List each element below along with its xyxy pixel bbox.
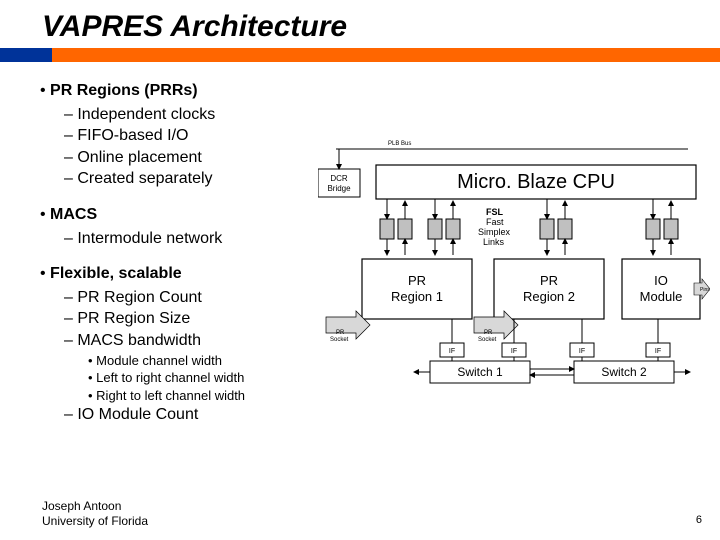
prs1-l1: PR	[336, 330, 345, 336]
bullet-item: Module channel width	[88, 352, 320, 370]
if-boxes: IF IF IF IF	[440, 343, 670, 357]
page-number: 6	[696, 514, 702, 526]
bullet-item: Independent clocks	[64, 104, 320, 126]
bullet-item: Right to left channel width	[88, 387, 320, 405]
fsl-group	[380, 199, 678, 255]
svg-text:IF: IF	[449, 348, 455, 355]
bullet-item: FIFO-based I/O	[64, 125, 320, 147]
bullet-item: Left to right channel width	[88, 369, 320, 387]
bullet-item: IO Module Count	[64, 404, 320, 426]
dcr-label-1: DCR	[330, 174, 348, 183]
bullet-item: Intermodule network	[64, 228, 320, 250]
footer-affil: University of Florida	[42, 514, 148, 530]
bullet-item: MACS	[40, 204, 320, 226]
page-title: VAPRES Architecture	[42, 10, 710, 44]
dcr-label-2: Bridge	[327, 184, 351, 193]
bullet-item: PR Region Size	[64, 308, 320, 330]
svg-text:IF: IF	[511, 348, 517, 355]
fsl-label-2: Fast	[486, 217, 504, 227]
underline-band	[0, 48, 720, 62]
pr2-l1: PR	[540, 273, 558, 288]
io-l1: IO	[654, 273, 668, 288]
switch1-label: Switch 1	[457, 365, 503, 379]
bullet-item: PR Region Count	[64, 287, 320, 309]
underline-orange	[52, 48, 720, 62]
bullet-list: PR Regions (PRRs)Independent clocksFIFO-…	[40, 74, 320, 426]
bullet-item: Created separately	[64, 168, 320, 190]
pr1-l2: Region 1	[391, 289, 443, 304]
pr2-l2: Region 2	[523, 289, 575, 304]
plb-label: PLB Bus	[388, 141, 411, 147]
bullet-item: Online placement	[64, 147, 320, 169]
pr1-l1: PR	[408, 273, 426, 288]
switch2-label: Switch 2	[601, 365, 647, 379]
fsl-label-4: Links	[483, 237, 505, 247]
bullet-item: PR Regions (PRRs)	[40, 80, 320, 102]
architecture-diagram: PLB Bus DCR Bridge Micro. Blaze CPU	[318, 135, 710, 445]
bullet-item: Flexible, scalable	[40, 263, 320, 285]
footer: Joseph Antoon University of Florida	[42, 499, 148, 530]
prs1-l2: Socket	[330, 337, 349, 343]
io-l2: Module	[640, 289, 683, 304]
pins-label: Pins	[700, 287, 710, 293]
prs2-l2: Socket	[478, 337, 497, 343]
fsl-label-3: Simplex	[478, 227, 511, 237]
fsl-label-1: FSL	[486, 207, 504, 217]
svg-text:IF: IF	[579, 348, 585, 355]
svg-text:IF: IF	[655, 348, 661, 355]
underline-blue	[0, 48, 52, 62]
footer-author: Joseph Antoon	[42, 499, 148, 515]
cpu-label: Micro. Blaze CPU	[457, 171, 615, 193]
prs2-l1: PR	[484, 330, 493, 336]
bullet-item: MACS bandwidth	[64, 330, 320, 352]
